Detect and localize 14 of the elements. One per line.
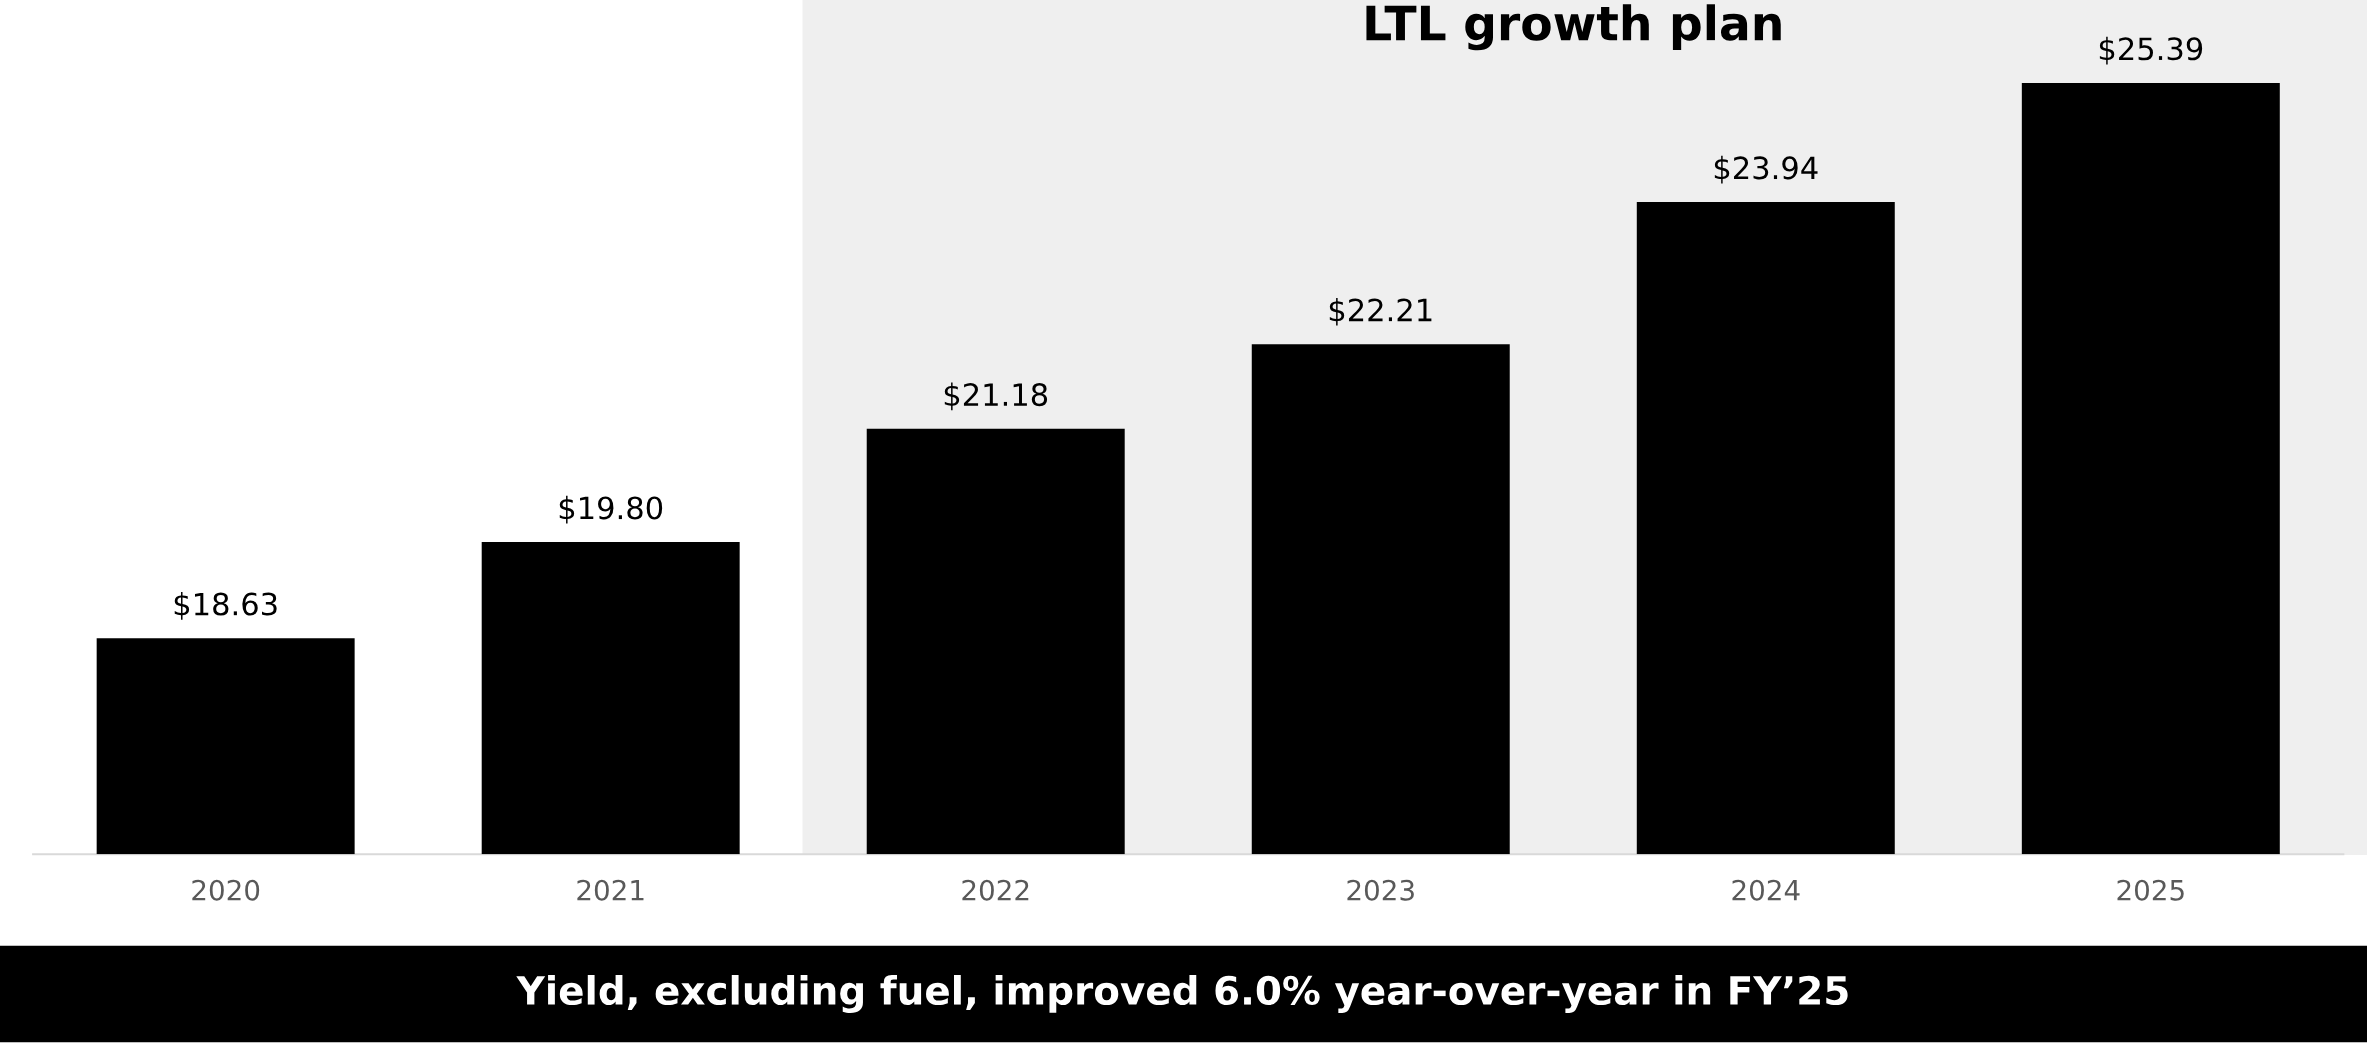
data-label: $22.21	[1329, 297, 1432, 326]
band-label: LTL growth plan	[1366, 4, 1781, 51]
data-label: $18.63	[174, 591, 277, 620]
data-label: $21.18	[944, 382, 1048, 411]
text: Yield, excluding fuel, improved 6.0% year-over-year in FY’25	[516, 975, 1848, 1013]
x-tick-label: 2023	[1347, 879, 1414, 901]
x-tick-label: 2024	[1732, 879, 1800, 901]
x-tick-label: 2020	[192, 879, 260, 901]
x-tick-label: 2021	[577, 879, 644, 901]
data-label: $19.80	[559, 495, 663, 524]
data-label: $25.39	[2099, 36, 2203, 65]
data-label: $23.94	[1714, 155, 1818, 184]
x-tick-label: 2025	[2117, 879, 2184, 901]
x-tick-label: 2022	[962, 879, 1029, 901]
